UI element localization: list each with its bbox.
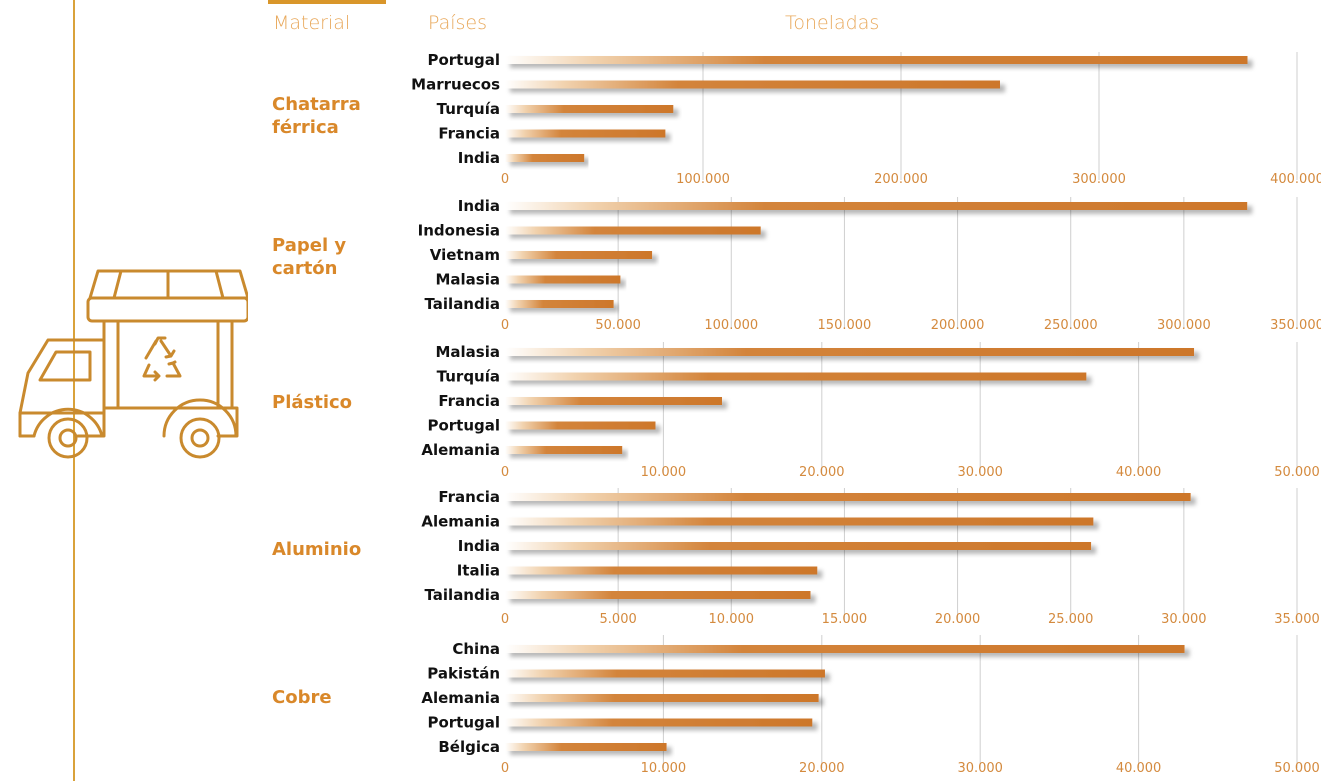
category-label: Portugal — [427, 714, 500, 732]
category-label: Francia — [438, 392, 500, 410]
category-label: Indonesia — [418, 222, 500, 240]
bar — [505, 669, 825, 678]
x-tick-label: 0 — [501, 761, 509, 776]
category-label: Pakistán — [427, 665, 500, 683]
x-tick-label: 40.000 — [1116, 465, 1162, 480]
x-tick-label: 20.000 — [799, 761, 845, 776]
x-tick-label: 0 — [501, 318, 509, 333]
bar — [505, 251, 653, 259]
category-label: Portugal — [427, 51, 500, 69]
material-label-plastico: Plástico — [272, 392, 353, 413]
bar — [505, 591, 811, 599]
bar — [505, 80, 1000, 89]
x-tick-label: 30.000 — [957, 761, 1003, 776]
material-label-chatarra: Chatarra férrica — [272, 94, 361, 138]
category-label: Vietnam — [430, 246, 500, 264]
x-tick-label: 15.000 — [822, 612, 868, 627]
category-label: Turquía — [437, 368, 500, 386]
bar — [505, 694, 819, 702]
x-tick-label: 10.000 — [641, 465, 687, 480]
header-paises: Países — [428, 12, 488, 34]
bar — [505, 566, 818, 575]
bar — [505, 397, 723, 405]
x-tick-label: 100.000 — [676, 172, 730, 187]
x-tick-label: 100.000 — [704, 318, 758, 333]
category-label: China — [452, 640, 500, 658]
recycling-truck-icon — [18, 269, 248, 459]
category-label: Francia — [438, 125, 500, 143]
material-label-aluminio: Aluminio — [272, 539, 362, 560]
material-label-cobre: Cobre — [272, 687, 332, 708]
x-tick-label: 30.000 — [1161, 612, 1207, 627]
bar — [505, 275, 621, 284]
bar — [505, 372, 1087, 381]
header-material: Material — [273, 12, 351, 34]
x-tick-label: 200.000 — [874, 172, 928, 187]
category-label: Tailandia — [424, 586, 500, 604]
x-tick-label: 40.000 — [1116, 761, 1162, 776]
bar — [505, 421, 656, 430]
x-tick-label: 0 — [501, 172, 509, 187]
x-tick-label: 400.000 — [1270, 172, 1321, 187]
category-label: Alemania — [421, 689, 500, 707]
bar — [505, 154, 585, 162]
timeline-line — [73, 0, 75, 781]
x-tick-label: 50.000 — [1274, 761, 1320, 776]
bar — [505, 226, 761, 235]
x-tick-label: 20.000 — [799, 465, 845, 480]
bar — [505, 129, 666, 138]
category-label: Turquía — [437, 100, 500, 118]
category-label: India — [458, 537, 500, 555]
category-label: Bélgica — [438, 738, 500, 756]
top-accent-mark — [268, 0, 386, 4]
x-tick-label: 150.000 — [818, 318, 872, 333]
x-tick-label: 250.000 — [1044, 318, 1098, 333]
x-tick-label: 300.000 — [1157, 318, 1211, 333]
x-tick-label: 350.000 — [1270, 318, 1321, 333]
bar — [505, 517, 1094, 526]
material-label-papel: Papel y cartón — [272, 235, 347, 279]
x-tick-label: 300.000 — [1072, 172, 1126, 187]
x-tick-label: 10.000 — [641, 761, 687, 776]
x-tick-label: 5.000 — [600, 612, 637, 627]
category-label: India — [458, 149, 500, 167]
bar — [505, 202, 1248, 210]
category-label: Francia — [438, 488, 500, 506]
x-tick-label: 35.000 — [1274, 612, 1320, 627]
category-label: Marruecos — [411, 76, 500, 94]
bar — [505, 56, 1248, 64]
category-label: Italia — [457, 562, 500, 580]
x-tick-label: 0 — [501, 465, 509, 480]
bar — [505, 105, 674, 113]
bar — [505, 743, 667, 751]
x-tick-label: 25.000 — [1048, 612, 1094, 627]
x-tick-label: 200.000 — [931, 318, 985, 333]
bar — [505, 493, 1191, 501]
category-label: Portugal — [427, 417, 500, 435]
x-tick-label: 30.000 — [957, 465, 1003, 480]
x-tick-label: 20.000 — [935, 612, 981, 627]
bar — [505, 300, 614, 308]
x-tick-label: 50.000 — [595, 318, 641, 333]
category-label: Alemania — [421, 441, 500, 459]
x-tick-label: 0 — [501, 612, 509, 627]
category-label: Tailandia — [424, 295, 500, 313]
bar — [505, 446, 623, 454]
bar — [505, 718, 813, 727]
category-label: India — [458, 197, 500, 215]
x-tick-label: 10.000 — [709, 612, 755, 627]
x-tick-label: 50.000 — [1274, 465, 1320, 480]
bar — [505, 348, 1195, 356]
category-label: Malasia — [435, 271, 500, 289]
header-toneladas: Toneladas — [785, 12, 880, 34]
category-label: Alemania — [421, 513, 500, 531]
category-label: Malasia — [435, 343, 500, 361]
bar — [505, 542, 1092, 550]
bar — [505, 645, 1185, 653]
